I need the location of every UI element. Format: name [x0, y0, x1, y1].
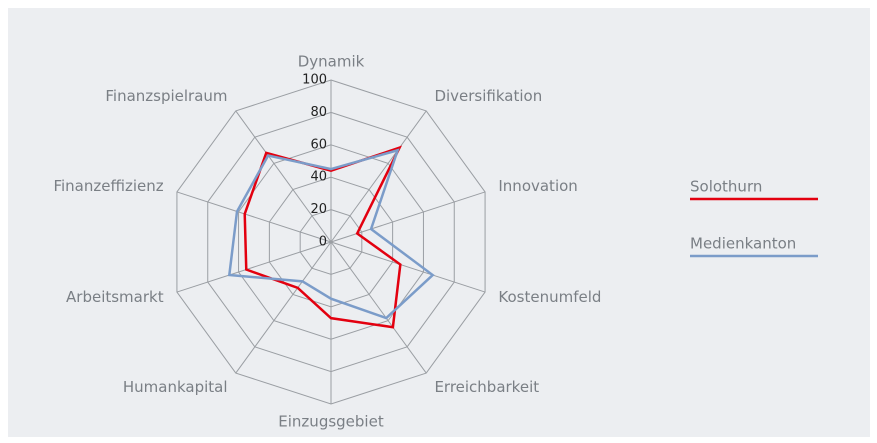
category-label: Erreichbarkeit [434, 378, 539, 396]
spoke [235, 241, 332, 374]
spoke [176, 191, 332, 243]
spoke [330, 110, 427, 243]
legend-label: Solothurn [690, 178, 762, 196]
category-label: Diversifikation [434, 87, 542, 105]
series-line [227, 148, 435, 320]
spoke [235, 110, 332, 243]
r-tick-label: 20 [310, 202, 327, 217]
category-label: Finanzeffizienz [53, 177, 163, 195]
category-label: Kostenumfeld [498, 288, 601, 306]
legend-label: Medienkanton [690, 235, 796, 253]
panel [8, 8, 870, 437]
r-tick-label: 0 [319, 235, 327, 250]
category-label: Dynamik [298, 53, 365, 71]
category-label: Arbeitsmarkt [66, 288, 164, 306]
spoke [330, 241, 486, 293]
r-tick-label: 60 [310, 137, 327, 152]
category-label: Finanzspielraum [105, 87, 227, 105]
series-line [243, 145, 403, 329]
r-tick-label: 80 [310, 105, 327, 120]
category-label: Innovation [498, 177, 577, 195]
r-tick-label: 100 [302, 73, 327, 88]
spoke [330, 241, 427, 374]
category-label: Humankapital [123, 378, 228, 396]
r-tick-label: 40 [310, 170, 327, 185]
category-label: Einzugsgebiet [278, 413, 384, 431]
spoke [176, 241, 332, 293]
